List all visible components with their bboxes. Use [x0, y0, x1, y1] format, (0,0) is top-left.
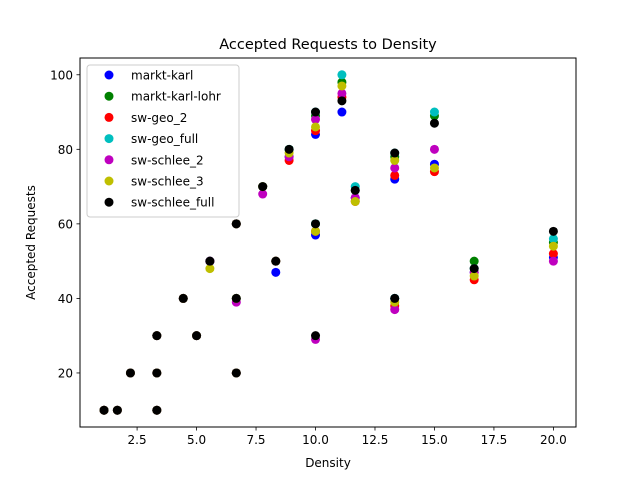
data-point — [350, 185, 360, 195]
y-tick-label: 40 — [58, 292, 73, 306]
data-point — [548, 256, 558, 266]
data-point — [429, 144, 439, 154]
data-point — [152, 368, 162, 378]
data-point — [205, 264, 215, 274]
data-point — [337, 96, 347, 106]
data-point — [548, 234, 558, 244]
y-tick-label: 100 — [50, 68, 73, 82]
data-point — [469, 264, 479, 274]
data-point — [337, 70, 347, 80]
x-tick-label: 15.0 — [421, 433, 448, 447]
legend-label: sw-geo_2 — [131, 111, 187, 125]
data-point — [231, 219, 241, 229]
plot-frame — [79, 57, 577, 428]
data-point — [258, 189, 268, 199]
legend-marker — [104, 134, 114, 144]
legend-marker — [104, 112, 114, 122]
data-point — [271, 267, 281, 277]
data-point — [548, 226, 558, 236]
data-point — [231, 368, 241, 378]
data-point — [192, 331, 202, 341]
legend-marker — [104, 70, 114, 80]
data-point — [125, 368, 135, 378]
y-tick-label: 80 — [58, 143, 73, 157]
data-point — [178, 293, 188, 303]
data-point — [311, 331, 321, 341]
data-point — [390, 148, 400, 158]
data-point — [271, 256, 281, 266]
data-point — [337, 81, 347, 91]
y-axis-label: Accepted Requests — [24, 185, 38, 300]
data-point — [548, 249, 558, 259]
data-point — [390, 156, 400, 165]
data-point — [311, 107, 321, 117]
data-point — [429, 107, 439, 117]
x-axis-ticks: 2.5 5.0 7.5 10.0 12.5 15.0 17.5 20.0 — [128, 427, 567, 447]
data-point — [548, 241, 558, 251]
data-point — [205, 256, 215, 266]
legend-box — [86, 64, 240, 218]
legend-marker — [104, 176, 114, 186]
x-tick-label: 5.0 — [187, 433, 206, 447]
data-point — [429, 118, 439, 128]
data-point — [311, 219, 321, 229]
legend-label: sw-schlee_full — [131, 196, 214, 210]
data-point — [337, 88, 347, 98]
legend-marker — [104, 155, 114, 165]
data-point — [311, 115, 321, 124]
data-point — [469, 271, 479, 281]
data-point — [231, 293, 241, 303]
data-point — [311, 226, 321, 236]
data-point — [390, 305, 400, 315]
data-point — [284, 144, 294, 154]
legend: markt-karl markt-karl-lohr sw-geo_2 sw-geo_… — [86, 64, 240, 218]
legend-marker — [104, 197, 114, 207]
x-tick-label: 17.5 — [481, 433, 508, 447]
data-point — [469, 256, 479, 266]
legend-label: markt-karl — [131, 69, 193, 83]
data-point — [152, 405, 162, 415]
x-axis-label: Density — [305, 456, 351, 470]
y-axis-ticks: 20 40 60 80 100 — [50, 68, 80, 380]
data-points — [99, 70, 558, 415]
legend-label: sw-schlee_3 — [131, 175, 204, 189]
legend-label: sw-schlee_2 — [131, 153, 204, 167]
data-point — [152, 331, 162, 341]
data-point — [350, 197, 360, 206]
y-tick-label: 60 — [58, 217, 73, 231]
data-point — [337, 107, 347, 117]
y-tick-label: 20 — [58, 366, 73, 380]
data-point — [112, 405, 122, 415]
data-point — [258, 182, 268, 192]
x-tick-label: 2.5 — [128, 433, 147, 447]
x-tick-label: 20.0 — [540, 433, 567, 447]
legend-marker — [104, 91, 114, 101]
legend-label: markt-karl-lohr — [131, 90, 221, 104]
chart-title: Accepted Requests to Density — [219, 37, 437, 53]
legend-label: sw-geo_full — [131, 132, 198, 146]
data-point — [390, 170, 400, 180]
data-point — [390, 293, 400, 303]
x-tick-label: 10.0 — [302, 433, 329, 447]
data-point — [99, 405, 109, 415]
data-point — [390, 163, 400, 173]
x-tick-label: 12.5 — [362, 433, 389, 447]
data-point — [429, 163, 439, 173]
data-point — [311, 122, 321, 132]
series-sw-schlee_full — [99, 96, 558, 415]
x-tick-label: 7.5 — [246, 433, 265, 447]
